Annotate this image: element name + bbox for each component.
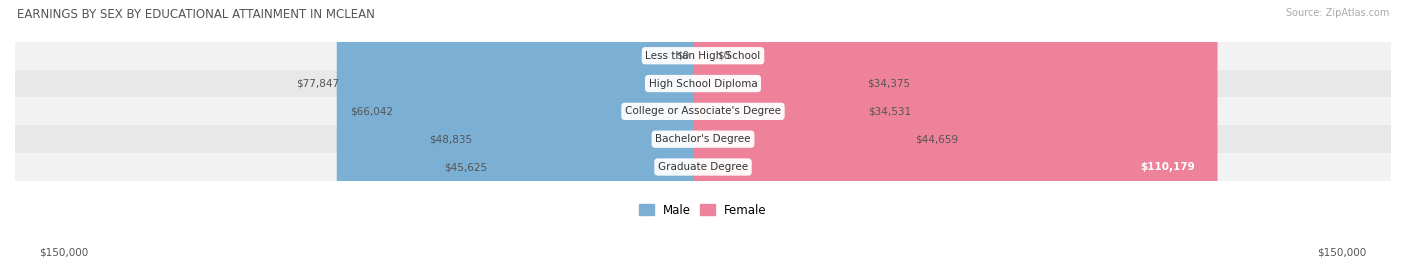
FancyBboxPatch shape — [337, 0, 713, 268]
Bar — [15, 98, 1391, 125]
Text: $77,847: $77,847 — [295, 79, 339, 88]
Text: $150,000: $150,000 — [1317, 247, 1367, 257]
Text: EARNINGS BY SEX BY EDUCATIONAL ATTAINMENT IN MCLEAN: EARNINGS BY SEX BY EDUCATIONAL ATTAINMEN… — [17, 8, 375, 21]
Text: College or Associate's Degree: College or Associate's Degree — [626, 106, 780, 116]
Text: $150,000: $150,000 — [39, 247, 89, 257]
Text: $34,375: $34,375 — [868, 79, 911, 88]
Bar — [15, 70, 1391, 98]
Text: Graduate Degree: Graduate Degree — [658, 162, 748, 172]
FancyBboxPatch shape — [693, 0, 1218, 268]
Text: Less than High School: Less than High School — [645, 51, 761, 61]
FancyBboxPatch shape — [485, 0, 713, 268]
Text: $110,179: $110,179 — [1140, 162, 1195, 172]
Text: $44,659: $44,659 — [915, 134, 957, 144]
Text: High School Diploma: High School Diploma — [648, 79, 758, 88]
Text: $0: $0 — [717, 51, 730, 61]
FancyBboxPatch shape — [693, 0, 870, 268]
Text: $34,531: $34,531 — [869, 106, 911, 116]
Bar — [15, 125, 1391, 153]
Text: Bachelor's Degree: Bachelor's Degree — [655, 134, 751, 144]
FancyBboxPatch shape — [693, 0, 870, 268]
Text: $48,835: $48,835 — [429, 134, 472, 144]
FancyBboxPatch shape — [693, 0, 917, 268]
Text: Source: ZipAtlas.com: Source: ZipAtlas.com — [1285, 8, 1389, 18]
Legend: Male, Female: Male, Female — [640, 204, 766, 217]
Bar — [15, 42, 1391, 70]
Text: $45,625: $45,625 — [444, 162, 486, 172]
Text: $0: $0 — [676, 51, 689, 61]
FancyBboxPatch shape — [470, 0, 713, 268]
FancyBboxPatch shape — [391, 0, 713, 268]
Text: $66,042: $66,042 — [350, 106, 394, 116]
Bar — [15, 153, 1391, 181]
